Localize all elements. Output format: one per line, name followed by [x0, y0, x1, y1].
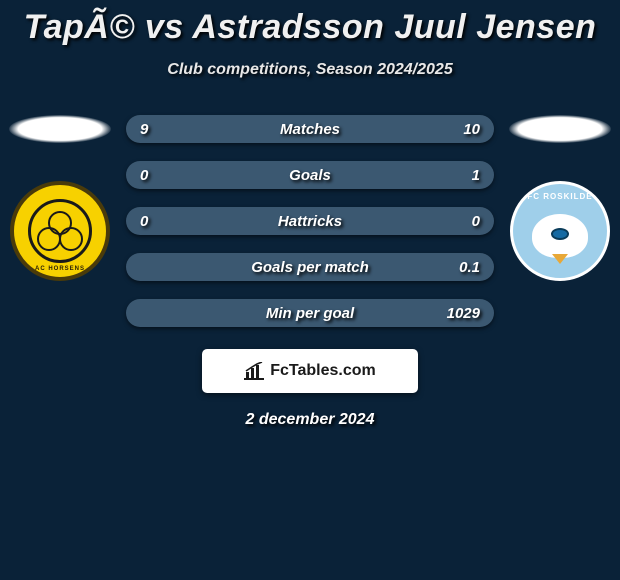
stat-row: Min per goal 1029: [126, 299, 494, 327]
stat-left-value: 0: [140, 167, 180, 184]
footer-date: 2 december 2024: [0, 411, 620, 429]
right-crest-label: FC ROSKILDE: [513, 192, 607, 201]
stat-label: Matches: [280, 121, 340, 138]
comparison-widget: TapÃ© vs Astradsson Juul Jensen Club com…: [0, 0, 620, 429]
stat-right-value: 0.1: [440, 259, 480, 276]
chart-icon: [244, 362, 264, 380]
stat-label: Min per goal: [266, 305, 354, 322]
stat-row: 9 Matches 10: [126, 115, 494, 143]
stat-right-value: 0: [440, 213, 480, 230]
left-side: AC HORSENS: [6, 115, 114, 281]
stat-row: 0 Hattricks 0: [126, 207, 494, 235]
site-badge-text: FcTables.com: [270, 362, 376, 380]
stat-left-value: 0: [140, 213, 180, 230]
stat-row: Goals per match 0.1: [126, 253, 494, 281]
roskilde-badge-icon: FC ROSKILDE: [510, 181, 610, 281]
stat-label: Goals per match: [251, 259, 369, 276]
content-row: AC HORSENS 9 Matches 10 0 Goals 1 0 Hatt…: [0, 115, 620, 327]
left-crest-label: AC HORSENS: [35, 266, 85, 272]
stat-right-value: 1: [440, 167, 480, 184]
stat-label: Hattricks: [278, 213, 342, 230]
stat-right-value: 1029: [440, 305, 480, 322]
page-title: TapÃ© vs Astradsson Juul Jensen: [0, 8, 620, 47]
stat-row: 0 Goals 1: [126, 161, 494, 189]
horsens-badge-icon: AC HORSENS: [10, 181, 110, 281]
right-side: FC ROSKILDE: [506, 115, 614, 281]
left-crest: AC HORSENS: [10, 181, 110, 281]
stat-right-value: 10: [440, 121, 480, 138]
left-flag-icon: [9, 115, 111, 143]
stat-bars: 9 Matches 10 0 Goals 1 0 Hattricks 0 Goa…: [114, 115, 506, 327]
stat-label: Goals: [289, 167, 331, 184]
subtitle: Club competitions, Season 2024/2025: [0, 61, 620, 79]
stat-left-value: 9: [140, 121, 180, 138]
site-badge[interactable]: FcTables.com: [202, 349, 418, 393]
right-crest: FC ROSKILDE: [510, 181, 610, 281]
right-flag-icon: [509, 115, 611, 143]
